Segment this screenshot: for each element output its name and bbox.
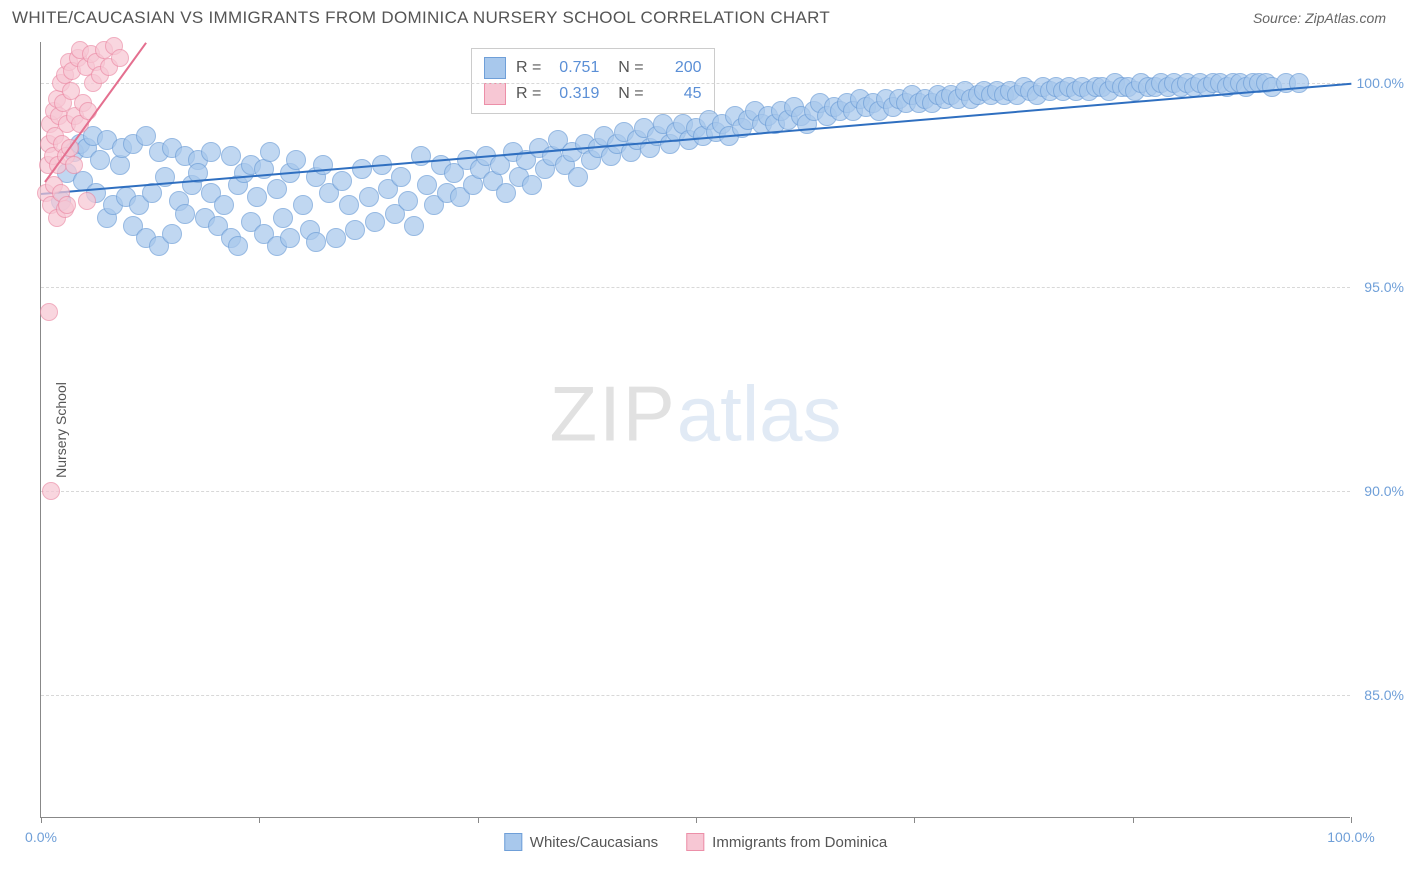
scatter-point: [417, 175, 437, 195]
bottom-legend-label: Whites/Caucasians: [530, 834, 658, 851]
scatter-point: [339, 195, 359, 215]
scatter-point: [1289, 73, 1309, 93]
ytick-label: 100.0%: [1354, 75, 1404, 91]
watermark: ZIPatlas: [549, 369, 841, 460]
scatter-point: [228, 236, 248, 256]
legend-box: R = 0.751 N = 200 R = 0.319 N = 45: [471, 48, 715, 114]
scatter-point: [214, 195, 234, 215]
scatter-point: [345, 220, 365, 240]
scatter-point: [90, 150, 110, 170]
legend-swatch: [484, 57, 506, 79]
legend-r-label: R =: [516, 59, 541, 77]
scatter-point: [496, 183, 516, 203]
legend-n-value: 200: [654, 59, 702, 77]
title-bar: WHITE/CAUCASIAN VS IMMIGRANTS FROM DOMIN…: [0, 0, 1406, 32]
scatter-point: [332, 171, 352, 191]
scatter-point: [201, 142, 221, 162]
bottom-legend-label: Immigrants from Dominica: [712, 834, 887, 851]
scatter-point: [111, 49, 129, 67]
scatter-point: [568, 167, 588, 187]
source-label: Source: ZipAtlas.com: [1253, 10, 1386, 26]
scatter-point: [306, 232, 326, 252]
xtick: [914, 817, 915, 823]
legend-n-value: 45: [654, 85, 702, 103]
scatter-point: [40, 303, 58, 321]
scatter-point: [42, 482, 60, 500]
watermark-atlas: atlas: [677, 370, 842, 458]
xtick: [41, 817, 42, 823]
ytick-label: 95.0%: [1354, 279, 1404, 295]
scatter-point: [391, 167, 411, 187]
scatter-point: [352, 159, 372, 179]
legend-r-label: R =: [516, 85, 541, 103]
scatter-point: [404, 216, 424, 236]
scatter-point: [522, 175, 542, 195]
scatter-point: [359, 187, 379, 207]
xtick: [478, 817, 479, 823]
scatter-point: [365, 212, 385, 232]
scatter-point: [267, 179, 287, 199]
legend-swatch: [686, 833, 704, 851]
scatter-point: [65, 156, 83, 174]
xtick: [1351, 817, 1352, 823]
watermark-zip: ZIP: [549, 370, 676, 458]
legend-n-label: N =: [609, 85, 643, 103]
legend-n-label: N =: [609, 59, 643, 77]
scatter-point: [247, 187, 267, 207]
scatter-point: [398, 191, 418, 211]
xtick: [1133, 817, 1134, 823]
scatter-point: [260, 142, 280, 162]
legend-swatch: [504, 833, 522, 851]
gridline-h: [41, 491, 1350, 492]
legend-row: R = 0.751 N = 200: [484, 55, 702, 81]
bottom-legend-item: Whites/Caucasians: [504, 833, 658, 851]
scatter-point: [162, 224, 182, 244]
scatter-point: [280, 228, 300, 248]
scatter-point: [326, 228, 346, 248]
scatter-point: [58, 196, 76, 214]
scatter-point: [78, 192, 96, 210]
ytick-label: 90.0%: [1354, 483, 1404, 499]
xtick-label: 100.0%: [1327, 829, 1374, 845]
legend-r-value: 0.751: [551, 59, 599, 77]
legend-r-value: 0.319: [551, 85, 599, 103]
xtick-label: 0.0%: [25, 829, 57, 845]
legend-row: R = 0.319 N = 45: [484, 81, 702, 107]
scatter-point: [175, 204, 195, 224]
bottom-legend: Whites/Caucasians Immigrants from Dominic…: [504, 833, 887, 851]
legend-swatch: [484, 83, 506, 105]
xtick: [696, 817, 697, 823]
plot-area: Nursery School ZIPatlas R =0.751 N =200R…: [40, 42, 1350, 818]
scatter-point: [293, 195, 313, 215]
gridline-h: [41, 695, 1350, 696]
chart-title: WHITE/CAUCASIAN VS IMMIGRANTS FROM DOMIN…: [12, 8, 830, 28]
scatter-point: [286, 150, 306, 170]
y-axis-title: Nursery School: [53, 382, 69, 478]
ytick-label: 85.0%: [1354, 687, 1404, 703]
xtick: [259, 817, 260, 823]
scatter-point: [273, 208, 293, 228]
gridline-h: [41, 287, 1350, 288]
bottom-legend-item: Immigrants from Dominica: [686, 833, 887, 851]
